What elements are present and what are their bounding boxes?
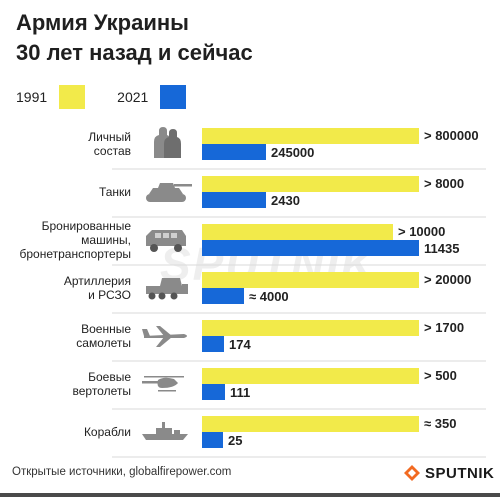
bar-1991 [202,272,419,288]
bar-2021 [202,288,244,304]
data-label-1991: > 800000 [424,128,479,143]
legend: 1991 2021 [16,85,187,109]
ship-icon [142,422,188,440]
data-label-1991: > 20000 [424,272,471,287]
data-label-1991: > 500 [424,368,457,383]
chart-title: Армия Украины 30 лет назад и сейчас [16,8,253,68]
bar-1991 [202,368,419,384]
data-label-2021: ≈ 4000 [249,289,289,304]
bar-2021 [202,432,223,448]
bar-1991 [202,176,419,192]
brand-name: SPUTNIK [425,464,495,482]
bar-2021 [202,240,419,256]
bar-2021 [202,336,224,352]
title-line-2: 30 лет назад и сейчас [16,40,253,65]
title-line-1: Армия Украины [16,10,189,35]
category-label: Бронированные [42,219,132,233]
armored-vehicle-icon [146,230,186,252]
data-label-2021: 174 [229,337,251,352]
artillery-icon [146,278,188,300]
data-label-1991: ≈ 350 [424,416,456,431]
bar-2021 [202,192,266,208]
legend-label-1991: 1991 [16,89,48,105]
legend-label-2021: 2021 [117,89,149,105]
bar-1991 [202,416,419,432]
category-label: вертолеты [73,384,132,398]
category-label: Военные [81,322,131,336]
data-label-1991: > 8000 [424,176,464,191]
category-label: Танки [99,185,131,199]
bar-1991 [202,224,393,240]
legend-swatch-1991 [59,85,86,109]
legend-swatch-2021 [160,85,187,109]
category-label: и РСЗО [88,288,131,302]
data-label-2021: 245000 [271,145,314,160]
bar-2021 [202,384,225,400]
bar-1991 [202,128,419,144]
helicopter-icon [142,376,184,392]
data-label-2021: 11435 [424,241,459,256]
bar-1991 [202,320,419,336]
soldiers-icon [154,127,181,158]
data-label-1991: > 1700 [424,320,464,335]
data-label-2021: 2430 [271,193,300,208]
category-label: Артиллерия [64,274,131,288]
data-label-2021: 111 [230,385,250,400]
data-label-2021: 25 [228,433,242,448]
category-label: Боевые [88,370,131,384]
category-label: самолеты [76,336,131,350]
bar-2021 [202,144,266,160]
category-label: бронетранспортеры [19,247,131,261]
data-label-1991: > 10000 [398,224,445,239]
category-label: Личный [88,130,131,144]
category-label: Корабли [84,425,131,439]
category-label: машины, [81,233,131,247]
source-footer: Открытые источники, globalfirepower.com [12,466,232,478]
sputnik-logo-icon [404,465,420,481]
brand-logo: SPUTNIK [403,462,494,484]
tank-icon [146,183,192,202]
plane-icon [142,326,187,347]
category-label: состав [94,144,131,158]
